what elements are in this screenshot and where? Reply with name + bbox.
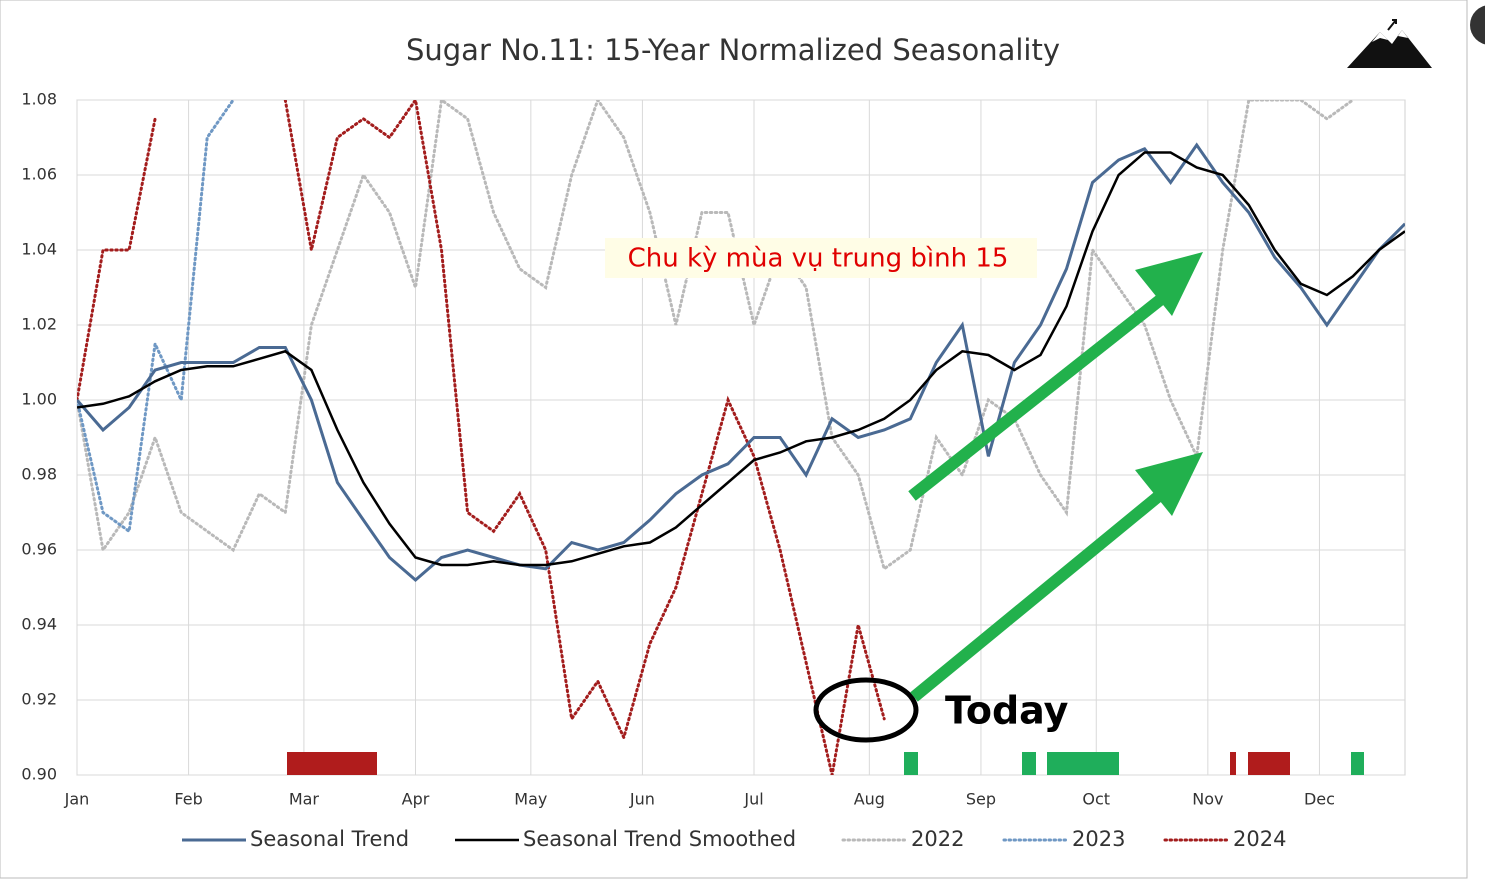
- legend-label: 2024: [1233, 827, 1286, 851]
- y-tick-label: 1.02: [21, 315, 57, 334]
- window-control: [1470, 5, 1485, 45]
- x-tick-label: Aug: [854, 790, 885, 809]
- y-tick-label: 0.94: [21, 615, 57, 634]
- x-tick-label: May: [514, 790, 547, 809]
- x-tick-label: Apr: [402, 790, 430, 809]
- series-line: [77, 100, 1355, 572]
- y-tick-label: 1.06: [21, 165, 57, 184]
- legend-label: 2022: [911, 827, 964, 851]
- arrows: [908, 252, 1203, 702]
- signal-bars: [287, 752, 1364, 775]
- x-tick-label: Sep: [966, 790, 996, 809]
- series-line: [283, 100, 886, 775]
- signal-bar: [287, 752, 377, 775]
- x-tick-label: Nov: [1192, 790, 1223, 809]
- x-tick-label: Jan: [64, 790, 90, 809]
- series-line: [77, 142, 1405, 582]
- y-tick-label: 1.08: [21, 90, 57, 109]
- chart-title: Sugar No.11: 15-Year Normalized Seasonal…: [406, 33, 1060, 67]
- logo: [1347, 19, 1432, 68]
- x-tick-label: Jul: [743, 790, 763, 809]
- x-tick-label: Oct: [1082, 790, 1110, 809]
- series-line: [77, 100, 235, 534]
- x-tick-label: Feb: [174, 790, 202, 809]
- signal-bar: [1248, 752, 1290, 775]
- signal-bar: [1230, 752, 1236, 775]
- today-circle: [813, 677, 919, 743]
- annotation: Today: [945, 689, 1069, 733]
- y-tick-label: 0.92: [21, 690, 57, 709]
- legend-label: Seasonal Trend Smoothed: [523, 827, 796, 851]
- signal-bar: [904, 752, 918, 775]
- y-tick-label: 1.04: [21, 240, 57, 259]
- y-tick-label: 0.90: [21, 765, 57, 784]
- y-tick-label: 0.96: [21, 540, 57, 559]
- y-tick-label: 0.98: [21, 465, 57, 484]
- annotation-bg: [605, 238, 1037, 278]
- chart-frame: [0, 0, 1468, 879]
- x-tick-label: Dec: [1304, 790, 1335, 809]
- x-tick-label: Jun: [629, 790, 655, 809]
- legend-label: 2023: [1072, 827, 1125, 851]
- series-line: [77, 117, 157, 402]
- signal-bar: [1022, 752, 1036, 775]
- signal-bar: [1351, 752, 1364, 775]
- annotation: Chu kỳ mùa vụ trung bình 15: [628, 244, 1009, 274]
- x-tick-label: Mar: [289, 790, 320, 809]
- signal-bar: [1047, 752, 1119, 775]
- legend-label: Seasonal Trend: [250, 827, 409, 851]
- y-tick-label: 1.00: [21, 390, 57, 409]
- series-line: [77, 151, 1405, 567]
